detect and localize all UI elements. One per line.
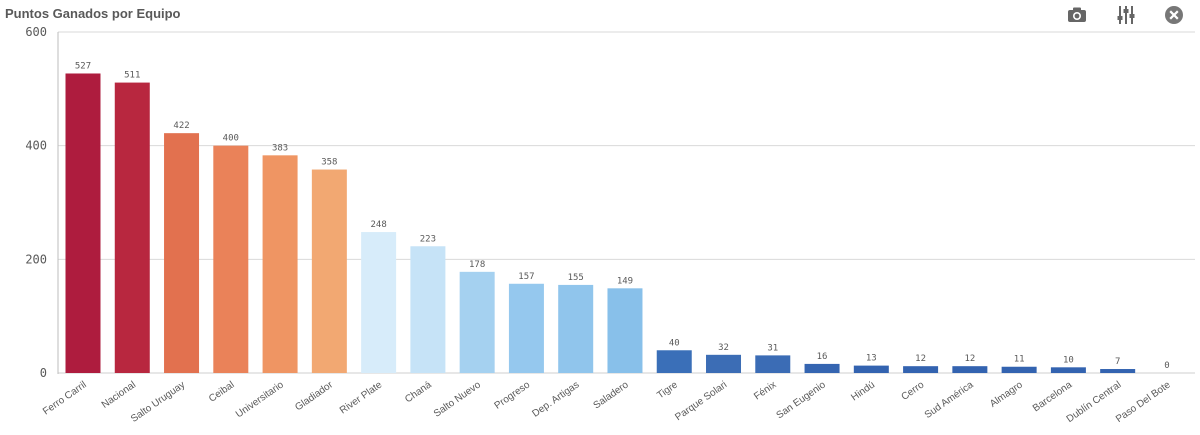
x-tick-label: Hindú	[849, 379, 877, 403]
chart-title: Puntos Ganados por Equipo	[5, 6, 181, 21]
data-label: 223	[420, 234, 436, 244]
x-tick-label: Salto Uruguay	[129, 379, 187, 424]
bar[interactable]	[410, 246, 446, 373]
bar[interactable]	[65, 73, 101, 373]
bar[interactable]	[804, 363, 840, 373]
x-tick-label: Salto Nuevo	[432, 379, 483, 420]
data-label: 40	[669, 338, 680, 348]
bar[interactable]	[558, 284, 594, 373]
x-tick-label: Nacional	[100, 379, 138, 410]
x-tick-label: Progreso	[493, 379, 533, 412]
bar-layer	[65, 73, 1136, 373]
x-tick-label: Dep. Artigas	[530, 379, 581, 419]
x-tick-label: Cerro	[900, 379, 927, 403]
data-label: 155	[568, 273, 584, 283]
y-tick-label: 400	[25, 139, 47, 153]
x-tick-label: Fénix	[752, 379, 778, 402]
x-tick-label: Sud América	[923, 379, 976, 421]
data-label: 178	[469, 260, 485, 270]
x-tick-label: Parque Solari	[673, 379, 729, 423]
x-tick-label: San Eugenio	[775, 379, 829, 421]
close-icon[interactable]	[1163, 4, 1185, 26]
bar[interactable]	[114, 82, 150, 373]
data-label: 400	[223, 134, 239, 144]
data-label: 11	[1014, 355, 1025, 365]
x-tick-label: Ferro Carril	[41, 379, 89, 417]
bar[interactable]	[361, 232, 397, 373]
data-label: 358	[321, 158, 337, 168]
x-tick-label: Chaná	[403, 379, 434, 405]
bar[interactable]	[706, 354, 742, 373]
y-tick-label: 600	[25, 25, 47, 39]
data-label: 0	[1164, 361, 1169, 371]
data-label: 511	[124, 71, 140, 81]
x-tick-label: Gladiador	[293, 379, 335, 413]
x-tick-label: Barcelona	[1031, 379, 1075, 414]
bar[interactable]	[213, 145, 249, 373]
x-tick-label: Saladero	[592, 379, 631, 411]
y-tick-label: 0	[40, 366, 47, 380]
bar[interactable]	[755, 355, 791, 373]
bar[interactable]	[656, 350, 692, 373]
bar[interactable]	[853, 365, 889, 373]
data-label: 13	[866, 354, 877, 364]
axis-layer: 0 200 400 600	[25, 25, 59, 380]
data-label: 7	[1115, 357, 1120, 367]
data-label: 383	[272, 143, 288, 153]
bar[interactable]	[903, 366, 939, 373]
data-label: 527	[75, 61, 91, 71]
data-label: 12	[964, 354, 975, 364]
x-tick-label: Universitario	[234, 379, 286, 420]
data-label: 10	[1063, 355, 1074, 365]
bar[interactable]	[1001, 366, 1037, 373]
data-label: 149	[617, 276, 633, 286]
x-tick-label: Tigre	[655, 379, 680, 401]
bar[interactable]	[1100, 369, 1136, 373]
bar[interactable]	[1050, 367, 1086, 373]
data-label: 248	[370, 220, 386, 230]
sliders-icon[interactable]	[1115, 4, 1137, 26]
camera-icon[interactable]	[1066, 4, 1088, 26]
x-tick-label: Ceibal	[207, 379, 237, 404]
data-label: 157	[518, 272, 534, 282]
data-label: 12	[915, 354, 926, 364]
bar[interactable]	[508, 283, 544, 373]
x-tick-label: Almagro	[988, 379, 1025, 410]
data-label: 422	[173, 121, 189, 131]
data-label: 16	[817, 352, 828, 362]
data-label: 32	[718, 343, 729, 353]
bar[interactable]	[311, 169, 347, 373]
x-tick-label: River Plate	[338, 379, 385, 416]
bar[interactable]	[952, 366, 988, 373]
bar[interactable]	[607, 288, 643, 373]
data-label: 31	[767, 343, 778, 353]
y-tick-label: 200	[25, 252, 47, 266]
x-tick-label: Paso Del Bote	[1114, 379, 1173, 425]
bar[interactable]	[459, 271, 495, 373]
label-layer: 527 511 422 400 383 358 248 223 178 157 155 149 40 32…	[75, 61, 1170, 371]
bar[interactable]	[164, 133, 200, 373]
bar[interactable]	[262, 155, 298, 373]
